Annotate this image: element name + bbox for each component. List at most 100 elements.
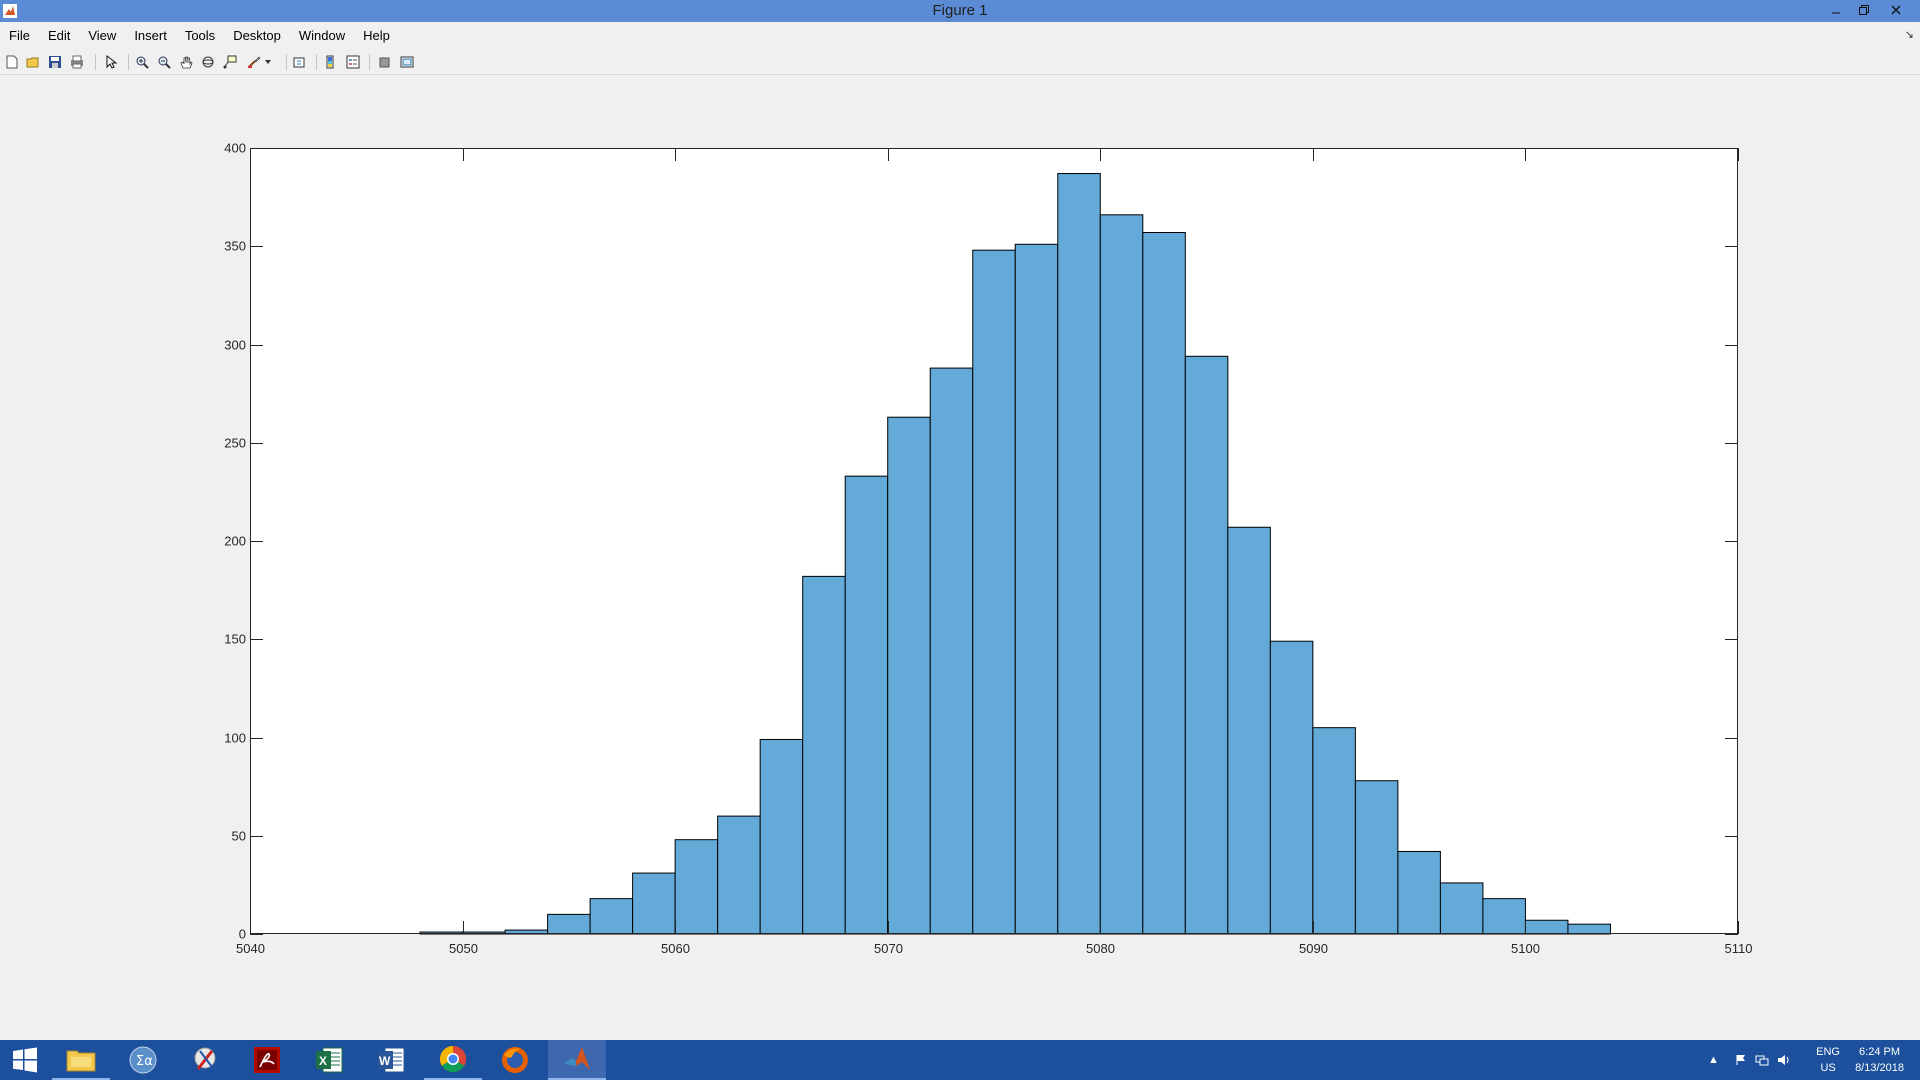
histogram-bar[interactable] — [802, 575, 846, 935]
histogram-bar[interactable] — [1439, 882, 1484, 935]
histogram-bar[interactable] — [1567, 923, 1611, 935]
histogram-bars — [419, 173, 1611, 935]
menu-edit[interactable]: Edit — [47, 28, 71, 43]
volume-icon[interactable] — [1777, 1054, 1791, 1066]
insert-colorbar-button[interactable] — [321, 53, 339, 71]
link-plot-button[interactable] — [291, 53, 309, 71]
histogram-bar[interactable] — [717, 815, 761, 935]
taskbar-file-explorer[interactable] — [52, 1040, 110, 1080]
taskbar-clock[interactable]: 6:24 PM 8/13/2018 — [1855, 1044, 1904, 1076]
dock-arrow-icon[interactable]: ↘ — [1904, 29, 1914, 41]
toolbar-separator — [316, 54, 317, 70]
x-tick-label: 5070 — [874, 941, 903, 956]
taskbar-acrobat[interactable] — [238, 1040, 296, 1080]
zoom-in-button[interactable] — [133, 53, 151, 71]
histogram-bar[interactable] — [1354, 780, 1399, 935]
histogram-bar[interactable] — [1482, 898, 1526, 935]
histogram-bar[interactable] — [1142, 231, 1186, 935]
brush-icon — [248, 56, 261, 68]
histogram-bar[interactable] — [759, 738, 804, 935]
hide-plot-tools-button[interactable] — [375, 53, 393, 71]
histogram-bar[interactable] — [929, 367, 974, 935]
open-file-button[interactable] — [24, 53, 42, 71]
language-code: ENG — [1816, 1046, 1840, 1058]
histogram-bar[interactable] — [589, 898, 634, 935]
keyboard-layout: US — [1820, 1062, 1836, 1074]
x-tick-label: 5040 — [236, 941, 265, 956]
matlab-logo-icon — [3, 4, 17, 18]
network-icon[interactable] — [1755, 1054, 1769, 1066]
close-button[interactable] — [1882, 0, 1910, 20]
histogram-bar[interactable] — [547, 913, 591, 935]
y-tick-label: 100 — [224, 731, 246, 746]
matlab-icon — [564, 1047, 590, 1070]
y-tick-label: 300 — [224, 338, 246, 353]
new-figure-icon — [6, 55, 18, 69]
save-button[interactable] — [46, 53, 64, 71]
toolbar-separator — [95, 54, 96, 70]
y-tick-label: 50 — [232, 829, 246, 844]
histogram-bar[interactable] — [1397, 850, 1441, 935]
new-figure-button[interactable] — [3, 53, 21, 71]
taskbar-chrome[interactable] — [424, 1040, 482, 1080]
start-button[interactable] — [0, 1040, 50, 1080]
histogram-bar[interactable] — [1312, 727, 1356, 935]
x-tick-label: 5050 — [449, 941, 478, 956]
menu-tools[interactable]: Tools — [184, 28, 216, 43]
zoom-out-icon — [158, 56, 171, 69]
chevron-down-icon — [265, 60, 271, 64]
action-center-flag-icon[interactable] — [1735, 1054, 1747, 1066]
histogram-bar[interactable] — [844, 475, 889, 935]
menu-help[interactable]: Help — [363, 28, 390, 43]
insert-colorbar-icon — [326, 55, 334, 69]
show-plot-tools-button[interactable] — [398, 53, 416, 71]
taskbar-matlab[interactable] — [548, 1040, 606, 1080]
zoom-out-button[interactable] — [155, 53, 173, 71]
word-icon: W — [378, 1047, 405, 1073]
print-button[interactable] — [68, 53, 86, 71]
brush-button[interactable] — [245, 53, 263, 71]
taskbar-firefox[interactable] — [486, 1040, 544, 1080]
histogram-bar[interactable] — [887, 416, 931, 935]
y-tick-label: 150 — [224, 632, 246, 647]
x-tick-label: 5060 — [661, 941, 690, 956]
taskbar-word[interactable]: W — [362, 1040, 420, 1080]
input-language[interactable]: ENG US — [1816, 1044, 1840, 1076]
menu-file[interactable]: File — [9, 28, 30, 43]
menu-window[interactable]: Window — [298, 28, 346, 43]
menu-insert[interactable]: Insert — [134, 28, 167, 43]
rotate-3d-button[interactable] — [199, 53, 217, 71]
histogram-bar[interactable] — [1269, 640, 1314, 935]
firefox-icon — [502, 1047, 528, 1073]
taskbar-excel[interactable]: X — [300, 1040, 358, 1080]
start-icon — [13, 1047, 37, 1073]
x-tick-label: 5080 — [1086, 941, 1115, 956]
toolbar-separator — [369, 54, 370, 70]
histogram-bar[interactable] — [1014, 243, 1059, 935]
menu-view[interactable]: View — [88, 28, 117, 43]
histogram-plot[interactable]: 5040 5050 5060 5070 5080 5090 5100 5110 0 50 100 15… — [0, 76, 1920, 1040]
edit-plot-button[interactable] — [102, 53, 120, 71]
histogram-bar[interactable] — [1057, 173, 1101, 935]
pan-button[interactable] — [177, 53, 195, 71]
print-icon — [71, 55, 83, 69]
histogram-bar[interactable] — [632, 872, 676, 935]
brush-dropdown[interactable] — [263, 53, 273, 71]
x-tick-label: 5090 — [1299, 941, 1328, 956]
data-cursor-button[interactable] — [221, 53, 239, 71]
histogram-bar[interactable] — [1524, 919, 1569, 935]
histogram-bar[interactable] — [674, 839, 719, 935]
show-hidden-icons-icon[interactable]: ▲ — [1708, 1054, 1719, 1066]
insert-legend-button[interactable] — [344, 53, 362, 71]
histogram-bar[interactable] — [1184, 355, 1229, 935]
taskbar-math-app[interactable]: Σα — [114, 1040, 172, 1080]
minimize-button[interactable] — [1822, 0, 1850, 20]
histogram-bar[interactable] — [1099, 214, 1144, 935]
histogram-bar[interactable] — [972, 249, 1016, 935]
taskbar-tool-app[interactable] — [176, 1040, 234, 1080]
insert-legend-icon — [346, 55, 360, 69]
restore-icon — [1859, 5, 1869, 15]
menu-desktop[interactable]: Desktop — [233, 28, 281, 43]
restore-button[interactable] — [1850, 0, 1878, 20]
histogram-bar[interactable] — [1227, 526, 1271, 935]
